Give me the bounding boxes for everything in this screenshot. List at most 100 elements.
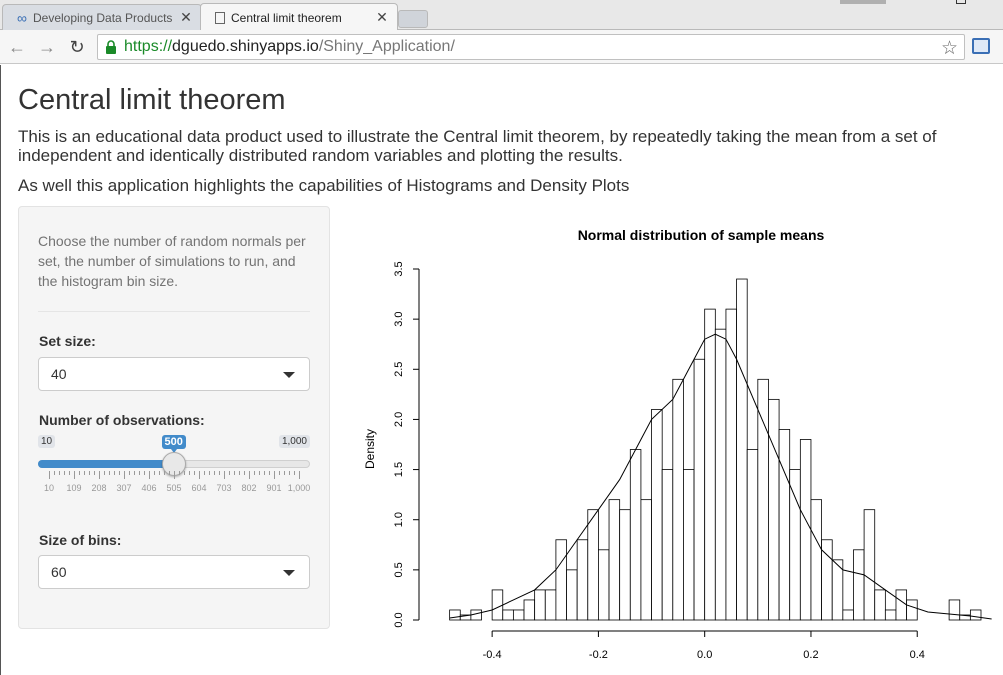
slider-tick-label: 703: [216, 483, 232, 493]
histogram-bar: [544, 589, 557, 621]
histogram-bar: [523, 599, 536, 621]
help-text: Choose the number of random normals per …: [38, 233, 306, 289]
bins-value: 60: [51, 564, 67, 580]
slider-tick: [74, 471, 75, 479]
close-icon[interactable]: ✕: [376, 9, 388, 25]
slider-fill: [38, 460, 174, 468]
slider-tick: [139, 471, 140, 475]
restore-icon[interactable]: [956, 0, 966, 4]
density-line: [449, 333, 992, 620]
slider-tick: [254, 471, 255, 475]
x-tick-label: -0.4: [483, 649, 502, 661]
slider-tick: [194, 471, 195, 475]
slider-tick: [79, 471, 80, 475]
slider-tick-label: 1,000: [287, 483, 311, 493]
histogram-bar: [566, 569, 578, 621]
slider-handle[interactable]: [161, 452, 186, 476]
intro-text: This is an educational data product used…: [18, 127, 937, 165]
slider-tick: [54, 471, 55, 475]
close-icon[interactable]: ✕: [180, 9, 192, 25]
slider-tick: [234, 471, 235, 475]
url-scheme: https://: [124, 38, 173, 55]
slider-tick: [49, 471, 50, 479]
histogram-bar: [672, 378, 684, 621]
y-axis-label: Density: [363, 429, 377, 469]
slider-tick: [279, 471, 280, 475]
y-tick-label: 2.5: [393, 362, 405, 377]
browser-toolbar: ← → ↻ https://dguedo.shinyapps.io/Shiny_…: [0, 30, 1003, 64]
slider-tick-label: 505: [166, 483, 182, 493]
y-tick-label: 0.5: [393, 562, 405, 577]
slider-tick: [284, 471, 285, 475]
slider-tick: [159, 471, 160, 475]
histogram-bar: [640, 499, 652, 621]
histogram-bar: [587, 509, 599, 621]
observations-slider[interactable]: 10 1,000 500 10 109 208 307 406 505 604 703 802 9…: [38, 433, 310, 493]
x-tick-label: 0.4: [910, 649, 925, 661]
slider-current-value: 500: [161, 435, 186, 453]
y-tick-label: 0.0: [393, 612, 405, 627]
slider-tick: [264, 471, 265, 475]
slider-tick: [149, 471, 150, 479]
slider-tick-label: 604: [191, 483, 207, 493]
slider-tick: [59, 471, 60, 475]
slider-tick: [119, 471, 120, 475]
histogram-bar: [906, 599, 918, 621]
histogram-bar: [693, 358, 706, 621]
histogram-bar: [789, 469, 801, 621]
forward-arrow-icon[interactable]: →: [38, 36, 56, 57]
bins-select[interactable]: 60: [38, 555, 310, 589]
infinity-icon: ∞: [17, 9, 27, 26]
histogram-bar: [576, 539, 589, 621]
slider-tick: [89, 471, 90, 475]
y-tick-label: 1.5: [393, 462, 405, 477]
slider-tick-label: 406: [141, 483, 157, 493]
page-icon: [215, 11, 225, 24]
bookmark-star-icon[interactable]: ☆: [940, 38, 958, 59]
histogram-bar: [598, 549, 610, 621]
browser-tab-active[interactable]: Central limit theorem ✕: [200, 3, 398, 31]
slider-tick: [124, 471, 125, 479]
extension-icon[interactable]: [972, 38, 990, 54]
histogram-bar: [778, 429, 791, 621]
slider-tick: [219, 471, 220, 475]
slider-tick: [129, 471, 130, 475]
histogram-bar: [512, 609, 525, 621]
back-arrow-icon[interactable]: ←: [8, 36, 26, 57]
slider-min-label: 10: [38, 435, 56, 448]
slider-tick: [229, 471, 230, 475]
lock-icon: [104, 39, 118, 55]
sidebar-panel: Choose the number of random normals per …: [18, 206, 330, 629]
minimize-icon[interactable]: [840, 0, 886, 4]
slider-tick: [134, 471, 135, 475]
histogram-bar: [863, 509, 876, 621]
histogram-bar: [768, 398, 780, 621]
histogram-bar: [534, 589, 546, 621]
page-title: Central limit theorem: [18, 84, 286, 116]
new-tab-button[interactable]: [398, 10, 428, 28]
slider-tick: [179, 471, 180, 475]
slider-tick: [199, 471, 200, 479]
page-content: Central limit theorem This is an educati…: [0, 65, 1003, 675]
histogram-bar: [842, 609, 854, 621]
browser-tab-bar: ∞ Developing Data Products ✕ Central lim…: [0, 0, 1003, 31]
reload-icon[interactable]: ↻: [69, 36, 85, 57]
slider-tick: [99, 471, 100, 479]
slider-tick: [64, 471, 65, 475]
browser-tab-inactive[interactable]: ∞ Developing Data Products ✕: [2, 4, 202, 30]
histogram-bar: [895, 589, 908, 621]
set-size-select[interactable]: 40: [38, 357, 310, 391]
histogram-bar: [704, 308, 716, 621]
slider-tick-label: 307: [116, 483, 132, 493]
slider-tick: [239, 471, 240, 475]
set-size-label: Set size:: [39, 333, 96, 349]
histogram-bar: [619, 509, 631, 621]
slider-tick: [94, 471, 95, 475]
histogram-bar: [884, 609, 897, 621]
histogram-chart: Normal distribution of sample means Dens…: [363, 227, 992, 661]
slider-tick: [164, 471, 165, 475]
address-bar[interactable]: https://dguedo.shinyapps.io/Shiny_Applic…: [97, 34, 965, 60]
y-tick-label: 3.5: [393, 261, 405, 276]
divider: [38, 311, 310, 312]
slider-tick: [259, 471, 260, 475]
